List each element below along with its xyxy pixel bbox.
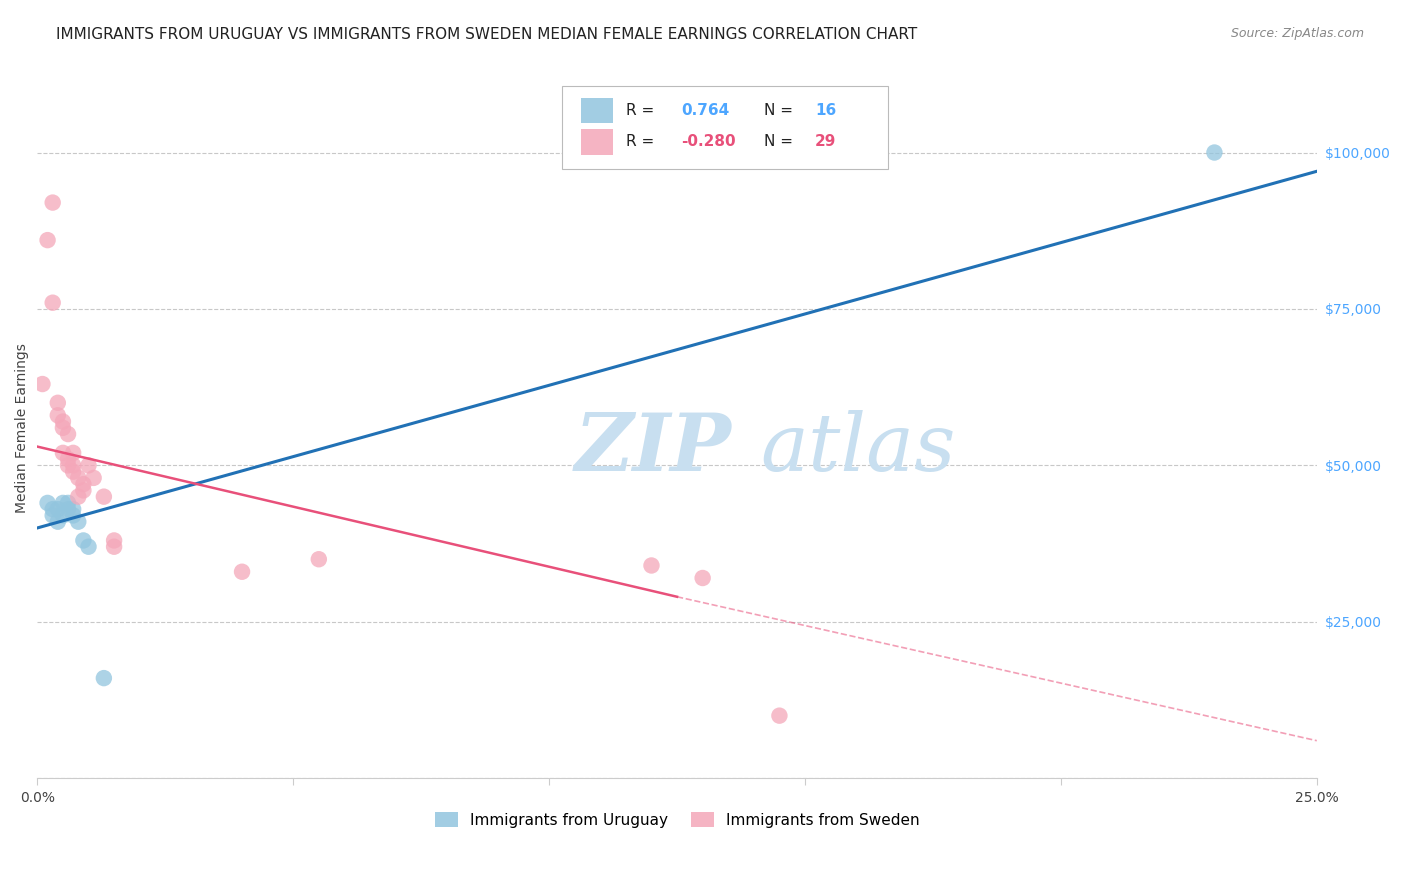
Point bbox=[103, 540, 125, 554]
Text: 0.764: 0.764 bbox=[681, 103, 730, 118]
Point bbox=[1204, 145, 1226, 160]
Text: Source: ZipAtlas.com: Source: ZipAtlas.com bbox=[1230, 27, 1364, 40]
Point bbox=[52, 496, 75, 510]
Y-axis label: Median Female Earnings: Median Female Earnings bbox=[15, 343, 30, 513]
Text: N =: N = bbox=[763, 135, 793, 150]
Point bbox=[308, 552, 330, 566]
Point bbox=[46, 409, 69, 423]
Point bbox=[768, 708, 790, 723]
Point bbox=[103, 533, 125, 548]
Point bbox=[72, 533, 94, 548]
Legend: Immigrants from Uruguay, Immigrants from Sweden: Immigrants from Uruguay, Immigrants from… bbox=[429, 805, 925, 834]
Point bbox=[77, 540, 100, 554]
Point bbox=[62, 508, 84, 523]
Point bbox=[46, 502, 69, 516]
Point bbox=[67, 515, 90, 529]
Point bbox=[83, 471, 105, 485]
Point bbox=[692, 571, 714, 585]
Point bbox=[46, 515, 69, 529]
Text: -0.280: -0.280 bbox=[681, 135, 735, 150]
Point bbox=[52, 415, 75, 429]
Point bbox=[41, 502, 63, 516]
Point bbox=[93, 490, 115, 504]
Point bbox=[231, 565, 253, 579]
Point bbox=[41, 295, 63, 310]
Point bbox=[72, 477, 94, 491]
FancyBboxPatch shape bbox=[562, 86, 889, 169]
Point bbox=[37, 496, 59, 510]
Point bbox=[640, 558, 662, 573]
FancyBboxPatch shape bbox=[581, 129, 613, 154]
Point bbox=[31, 377, 53, 392]
Text: R =: R = bbox=[626, 135, 654, 150]
Point bbox=[72, 483, 94, 498]
Point bbox=[52, 446, 75, 460]
Point bbox=[56, 427, 79, 442]
FancyBboxPatch shape bbox=[581, 98, 613, 123]
Text: atlas: atlas bbox=[761, 410, 956, 488]
Point bbox=[62, 458, 84, 473]
Point bbox=[56, 458, 79, 473]
Point bbox=[37, 233, 59, 247]
Point bbox=[56, 502, 79, 516]
Point bbox=[56, 496, 79, 510]
Point bbox=[62, 465, 84, 479]
Text: N =: N = bbox=[763, 103, 793, 118]
Point bbox=[41, 508, 63, 523]
Point bbox=[67, 471, 90, 485]
Point bbox=[46, 396, 69, 410]
Point bbox=[41, 195, 63, 210]
Point bbox=[67, 490, 90, 504]
Point bbox=[56, 452, 79, 467]
Point bbox=[93, 671, 115, 685]
Point bbox=[52, 421, 75, 435]
Point bbox=[62, 502, 84, 516]
Text: R =: R = bbox=[626, 103, 654, 118]
Text: ZIP: ZIP bbox=[575, 410, 731, 488]
Point bbox=[77, 458, 100, 473]
Point bbox=[62, 446, 84, 460]
Text: 16: 16 bbox=[815, 103, 837, 118]
Text: 29: 29 bbox=[815, 135, 837, 150]
Text: IMMIGRANTS FROM URUGUAY VS IMMIGRANTS FROM SWEDEN MEDIAN FEMALE EARNINGS CORRELA: IMMIGRANTS FROM URUGUAY VS IMMIGRANTS FR… bbox=[56, 27, 918, 42]
Point bbox=[52, 508, 75, 523]
